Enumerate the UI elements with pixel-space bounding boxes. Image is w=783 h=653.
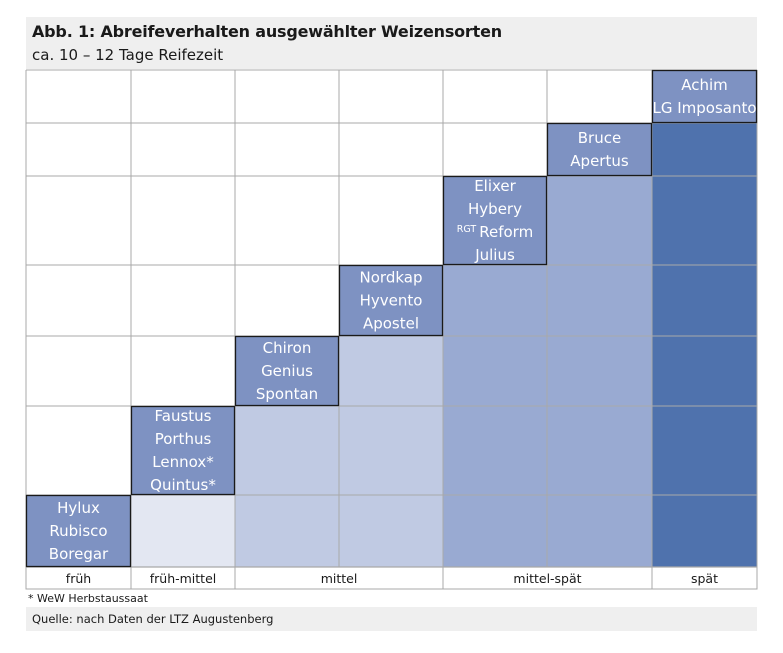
variety-label: Nordkap: [360, 269, 423, 287]
variety-label: Genius: [261, 362, 313, 380]
variety-box: [546, 122, 653, 177]
source-box: Quelle: nach Daten der LTZ Augustenberg: [26, 607, 757, 631]
grid-cell: [235, 176, 339, 265]
grid-cell: [235, 70, 339, 123]
grid-cell: [26, 406, 131, 495]
grid-cell: [339, 70, 443, 123]
grid-cell: [235, 265, 339, 336]
variety-label: LG Imposanto: [652, 99, 756, 117]
variety-label: Hybery: [468, 200, 522, 218]
grid-cell: [339, 406, 443, 495]
grid-cell: [131, 336, 235, 406]
grid-cell: [131, 70, 235, 123]
grid-cell: [443, 406, 547, 495]
chart-header: Abb. 1: Abreifeverhalten ausgewählter We…: [26, 17, 757, 69]
variety-label: Boregar: [49, 545, 109, 563]
variety-box: [25, 494, 132, 568]
grid-cell: [339, 123, 443, 176]
grid-cell: [652, 265, 757, 336]
variety-label: Julius: [474, 246, 515, 264]
variety-label: Achim: [681, 76, 728, 94]
grid-cell: [652, 176, 757, 265]
grid-cell: [547, 336, 652, 406]
grid-cell: [547, 406, 652, 495]
grid-cell: [26, 123, 131, 176]
variety-label: Lennox*: [152, 453, 214, 471]
variety-label: Quintus*: [150, 476, 216, 494]
category-label: früh: [66, 571, 91, 586]
grid-cell: [547, 495, 652, 567]
grid-cell: [26, 336, 131, 406]
grid-cell: [26, 265, 131, 336]
grid-cell: [26, 176, 131, 265]
category-label: mittel-spät: [513, 571, 581, 586]
grid-cell: [547, 176, 652, 265]
category-label: mittel: [321, 571, 358, 586]
variety-label: Rubisco: [49, 522, 107, 540]
grid-cell: [547, 70, 652, 123]
chart-subtitle: ca. 10 – 12 Tage Reifezeit: [32, 46, 224, 64]
variety-box: [338, 264, 444, 337]
footnote: * WeW Herbstaussaat: [28, 592, 148, 605]
grid-cell: [235, 123, 339, 176]
grid-cell: [652, 406, 757, 495]
source-text: Quelle: nach Daten der LTZ Augustenberg: [32, 612, 274, 626]
variety-label: Porthus: [155, 430, 212, 448]
variety-label: Hyvento: [360, 292, 423, 310]
variety-label: Apostel: [363, 315, 419, 333]
grid-cell: [443, 265, 547, 336]
grid-cell: [339, 495, 443, 567]
grid-cell: [547, 265, 652, 336]
variety-box: [234, 335, 340, 407]
grid-cell: [443, 123, 547, 176]
grid-cell: [443, 70, 547, 123]
chart-title: Abb. 1: Abreifeverhalten ausgewählter We…: [32, 22, 502, 41]
grid-cell: [443, 336, 547, 406]
variety-label: Hylux: [57, 499, 100, 517]
category-label: spät: [691, 571, 718, 586]
grid-cell: [443, 495, 547, 567]
grid-cell: [339, 176, 443, 265]
grid-cell: [652, 336, 757, 406]
variety-label: RGT Reform: [457, 223, 533, 241]
axis-band: [25, 566, 758, 590]
grid-cell: [131, 495, 235, 567]
grid-cell: [131, 176, 235, 265]
variety-label: Faustus: [155, 407, 212, 425]
grid-cell: [26, 70, 131, 123]
grid-cell: [652, 123, 757, 176]
variety-box: [130, 405, 236, 496]
variety-box: [651, 69, 758, 124]
category-label: früh-mittel: [150, 571, 217, 586]
grid-cell: [235, 406, 339, 495]
variety-label: Chiron: [263, 339, 312, 357]
grid-cell: [339, 336, 443, 406]
variety-label: Bruce: [578, 129, 621, 147]
grid-cell: [131, 265, 235, 336]
variety-box: [442, 175, 548, 266]
grid-cell: [235, 495, 339, 567]
variety-label: Apertus: [570, 152, 629, 170]
variety-label: Spontan: [256, 385, 318, 403]
grid-cell: [131, 123, 235, 176]
variety-label: Elixer: [474, 177, 516, 195]
grid-cell: [652, 495, 757, 567]
